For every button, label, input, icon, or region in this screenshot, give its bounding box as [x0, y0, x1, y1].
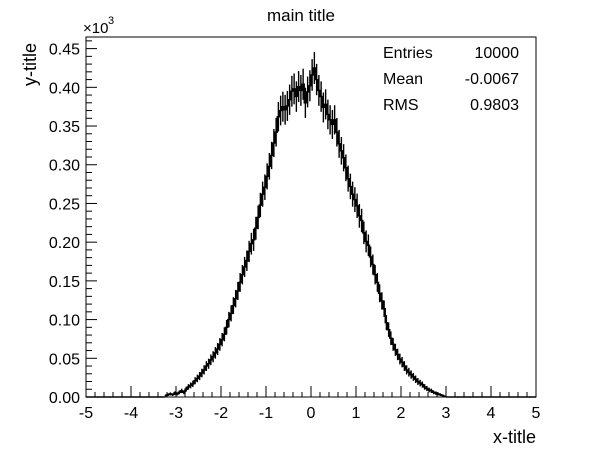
- stats-rms-label: RMS: [383, 97, 419, 114]
- y-axis-title: y-title: [20, 43, 40, 86]
- x-tick-label: -1: [259, 405, 273, 422]
- x-tick-label: 1: [352, 405, 361, 422]
- x-tick-label: 5: [532, 405, 541, 422]
- stats-entries-label: Entries: [383, 45, 433, 62]
- y-tick-label: 0.45: [49, 42, 80, 59]
- stats-rms-value: 0.9803: [470, 97, 519, 114]
- x-tick-label: 3: [442, 405, 451, 422]
- x-tick-label: -2: [214, 405, 228, 422]
- stats-mean-label: Mean: [383, 71, 423, 88]
- y-axis: 0.00 0.05 0.10 0.15 0.20 0.25 0.30 0.35 0.40 0.45: [49, 40, 97, 407]
- y-exponent-base: ×10: [83, 20, 108, 37]
- y-tick-label: 0.25: [49, 196, 80, 213]
- stats-entries-value: 10000: [475, 45, 520, 62]
- stats-box: Entries 10000 Mean -0.0067 RMS 0.9803: [383, 45, 519, 114]
- x-tick-label: -5: [79, 405, 93, 422]
- y-tick-label: 0.35: [49, 119, 80, 136]
- y-tick-label: 0.05: [49, 351, 80, 368]
- y-tick-label: 0.00: [49, 390, 80, 407]
- x-tick-label: -4: [124, 405, 138, 422]
- y-tick-label: 0.20: [49, 235, 80, 252]
- histogram-bins: [86, 52, 536, 398]
- x-axis-title: x-title: [493, 427, 536, 447]
- stats-mean-value: -0.0067: [465, 71, 519, 88]
- y-exponent-power: 3: [108, 15, 114, 27]
- x-axis: -5 -4 -3 -2 -1 0 1 2 3 4 5: [79, 386, 541, 422]
- x-tick-label: -3: [169, 405, 183, 422]
- x-tick-label: 2: [397, 405, 406, 422]
- x-tick-label: 4: [487, 405, 496, 422]
- y-tick-label: 0.30: [49, 158, 80, 175]
- chart-title: main title: [267, 6, 335, 25]
- x-tick-label: 0: [307, 405, 316, 422]
- y-tick-label: 0.10: [49, 313, 80, 330]
- y-tick-label: 0.15: [49, 274, 80, 291]
- y-tick-label: 0.40: [49, 80, 80, 97]
